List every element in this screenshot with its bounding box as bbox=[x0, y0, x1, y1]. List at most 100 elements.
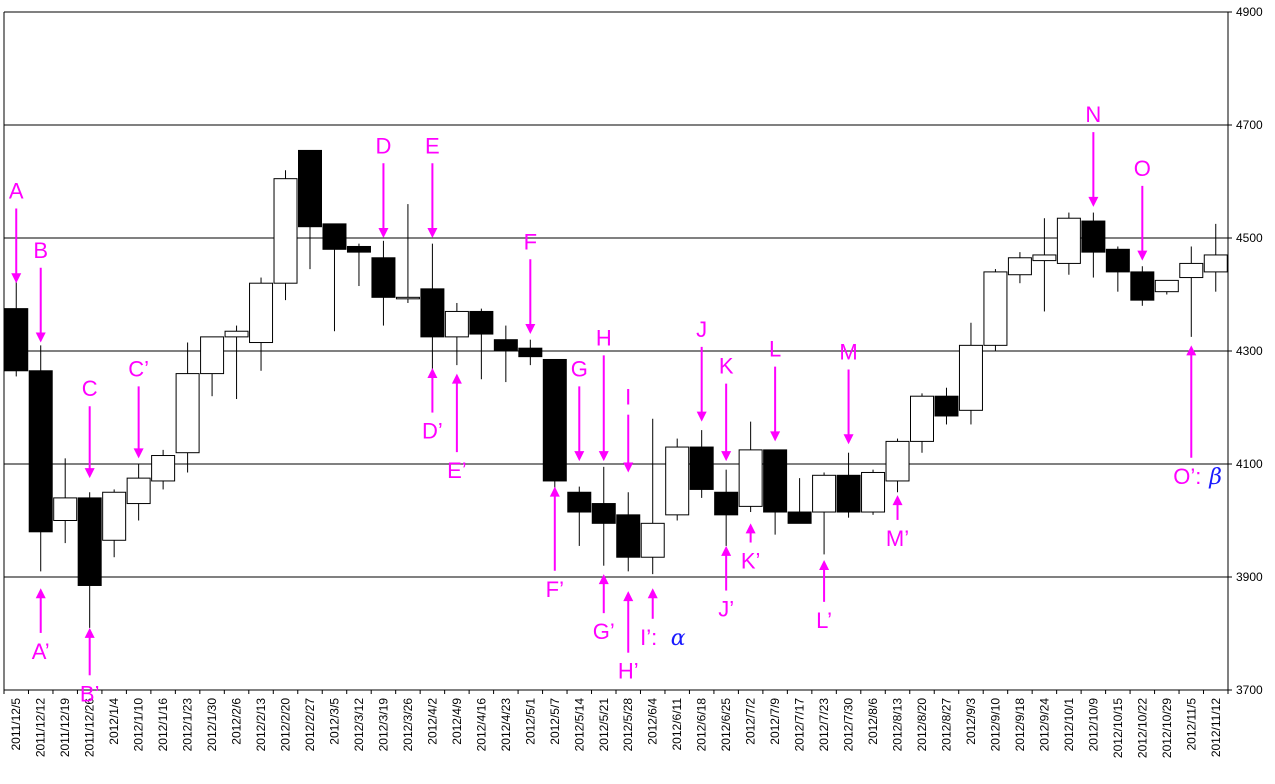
x-tick-label: 2012/7/30 bbox=[842, 698, 856, 752]
annotation-arrowhead bbox=[843, 434, 854, 445]
candle-body-up bbox=[1007, 257, 1032, 276]
annotation-label: G’ bbox=[593, 619, 615, 644]
x-axis-tick-labels: 2011/12/5 2011/12/12 2011/12/19 2011/12/26 2… bbox=[9, 698, 1223, 758]
annotation-arrowhead bbox=[623, 591, 634, 602]
annotation-arrowhead bbox=[770, 431, 781, 442]
annotation-label: F bbox=[524, 229, 537, 254]
annotation-arrowhead bbox=[623, 462, 634, 473]
candle-body-up bbox=[812, 474, 837, 513]
x-tick-label: 2012/2/13 bbox=[254, 698, 268, 752]
annotation-markers: A A’ B B’ C C’ D D’ E E’ F F’ G G’ H H’ I I’: α J J’ K K’ L L’ M M… bbox=[9, 102, 1222, 706]
candle bbox=[224, 325, 249, 400]
x-tick-label: 2012/5/28 bbox=[621, 698, 635, 752]
candle-body-up bbox=[1056, 217, 1081, 264]
candle bbox=[322, 223, 347, 332]
annotation-O’:: O’: β bbox=[1173, 345, 1222, 490]
candle-body-down bbox=[567, 491, 592, 513]
candle-body-down bbox=[4, 308, 29, 372]
candle bbox=[28, 345, 53, 572]
candle bbox=[763, 449, 788, 535]
candle-body-down bbox=[934, 395, 959, 417]
x-tick-label: 2012/5/1 bbox=[523, 698, 537, 745]
candle-body-up bbox=[983, 271, 1008, 346]
x-tick-label: 2012/8/13 bbox=[891, 698, 905, 752]
annotation-label: O bbox=[1134, 156, 1151, 181]
y-tick-label: 4900 bbox=[1236, 5, 1263, 19]
x-tick-label: 2012/10/22 bbox=[1135, 698, 1149, 758]
annotation-L: L bbox=[769, 337, 781, 442]
candle-body-down bbox=[591, 503, 616, 524]
candle-body-down bbox=[763, 449, 788, 513]
annotation-label: F’ bbox=[546, 577, 564, 602]
candle-body-up bbox=[738, 449, 763, 507]
x-tick-label: 2012/9/24 bbox=[1037, 698, 1051, 752]
annotation-arrowhead bbox=[35, 588, 46, 599]
annotation-G’: G’ bbox=[593, 574, 615, 644]
x-tick-label: 2012/11/5 bbox=[1184, 698, 1198, 751]
annotation-arrowhead bbox=[598, 451, 609, 462]
annotation-arrowhead bbox=[11, 273, 22, 284]
x-tick-label: 2012/9/3 bbox=[964, 698, 978, 745]
x-tick-label: 2012/10/9 bbox=[1086, 698, 1100, 752]
candle-body-down bbox=[518, 347, 543, 358]
annotation-label: I’: bbox=[640, 625, 657, 650]
candle-body-down bbox=[420, 288, 445, 338]
x-tick-label: 2011/12/12 bbox=[34, 698, 48, 757]
candle bbox=[689, 430, 714, 498]
annotation-O: O bbox=[1134, 156, 1151, 261]
candle-body-down bbox=[689, 446, 714, 490]
annotation-greek-label: β bbox=[1208, 465, 1222, 490]
candle bbox=[469, 308, 494, 380]
x-tick-label: 2012/2/20 bbox=[279, 698, 293, 752]
x-tick-label: 2012/3/19 bbox=[376, 698, 390, 752]
candle bbox=[77, 492, 102, 628]
annotation-label: D’ bbox=[422, 419, 443, 444]
annotation-arrowhead bbox=[721, 545, 732, 556]
x-tick-label: 2012/4/23 bbox=[499, 698, 513, 752]
annotation-label: J bbox=[696, 317, 707, 342]
candle bbox=[126, 464, 151, 521]
x-tick-label: 2012/11/12 bbox=[1209, 698, 1223, 757]
x-tick-label: 2012/3/5 bbox=[327, 698, 341, 745]
annotation-label: B’ bbox=[80, 681, 100, 706]
annotation-greek-label: α bbox=[671, 626, 686, 651]
x-tick-label: 2012/10/15 bbox=[1111, 698, 1125, 758]
candle bbox=[175, 342, 200, 473]
x-tick-label: 2012/10/1 bbox=[1062, 698, 1076, 752]
candle bbox=[567, 486, 592, 546]
x-tick-label: 2012/4/9 bbox=[450, 698, 464, 745]
x-tick-label: 2012/8/27 bbox=[939, 698, 953, 752]
annotation-C: C bbox=[82, 376, 98, 479]
candle bbox=[420, 243, 445, 371]
candle bbox=[640, 418, 665, 575]
annotation-label: L’ bbox=[816, 608, 832, 633]
x-tick-label: 2012/8/20 bbox=[915, 698, 929, 752]
candle-body-down bbox=[714, 491, 739, 516]
annotation-I’:: I’: α bbox=[640, 588, 686, 651]
annotation-label: E bbox=[425, 133, 440, 158]
x-tick-label: 2012/8/6 bbox=[866, 698, 880, 745]
candle-body-down bbox=[346, 245, 371, 253]
x-tick-label: 2012/7/9 bbox=[768, 698, 782, 745]
candle-body-up bbox=[958, 344, 983, 411]
annotation-label: G bbox=[571, 356, 588, 381]
annotation-arrowhead bbox=[427, 367, 438, 378]
candle bbox=[787, 478, 812, 524]
annotation-arrowhead bbox=[598, 574, 609, 585]
candle bbox=[983, 269, 1008, 351]
candle-body-up bbox=[224, 330, 249, 338]
annotation-arrowhead bbox=[1088, 196, 1099, 207]
candle-body-up bbox=[249, 282, 274, 344]
candle bbox=[249, 277, 274, 371]
annotation-label: M bbox=[839, 339, 857, 364]
candle bbox=[273, 170, 298, 301]
y-tick-label: 3900 bbox=[1236, 570, 1263, 584]
annotation-label: K’ bbox=[741, 549, 761, 574]
candle bbox=[102, 489, 127, 558]
annotation-arrowhead bbox=[427, 228, 438, 238]
annotation-arrowhead bbox=[549, 486, 560, 497]
x-tick-label: 2012/6/25 bbox=[719, 698, 733, 752]
annotation-K: K bbox=[719, 354, 734, 462]
candle bbox=[836, 452, 861, 518]
candle bbox=[1154, 279, 1179, 295]
